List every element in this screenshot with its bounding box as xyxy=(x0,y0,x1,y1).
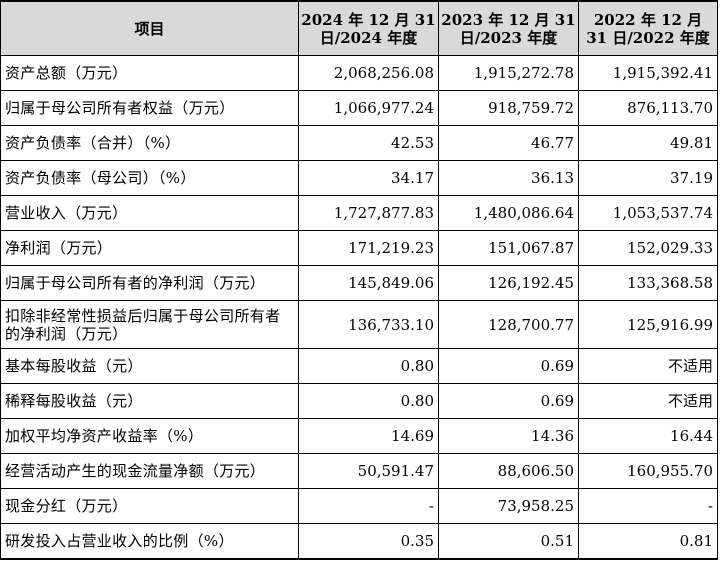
cell-2022: 0.81 xyxy=(578,523,718,560)
row-label: 现金分红（万元） xyxy=(0,488,299,524)
row-label: 扣除非经常性损益后归属于母公司所有者的净利润（万元） xyxy=(0,300,299,349)
header-year-2024: 2024 年 12 月 31 日/2024 年度 xyxy=(298,0,439,56)
table-row: 经营活动产生的现金流量净额（万元） 50,591.47 88,606.50 16… xyxy=(0,453,718,489)
cell-2022: 125,916.99 xyxy=(578,300,718,349)
table-header-row: 项目 2024 年 12 月 31 日/2024 年度 2023 年 12 月 … xyxy=(0,0,718,56)
header-year-2023: 2023 年 12 月 31 日/2023 年度 xyxy=(438,0,579,56)
table-row: 研发投入占营业收入的比例（%） 0.35 0.51 0.81 xyxy=(0,523,718,560)
cell-2023: 126,192.45 xyxy=(438,265,579,301)
cell-2022: 不适用 xyxy=(578,383,718,419)
cell-2024: 145,849.06 xyxy=(298,265,439,301)
cell-2022: 160,955.70 xyxy=(578,453,718,489)
cell-2022: 876,113.70 xyxy=(578,90,718,126)
cell-2022: 16.44 xyxy=(578,418,718,454)
cell-2022: 不适用 xyxy=(578,348,718,384)
cell-2022: 37.19 xyxy=(578,160,718,196)
header-item: 项目 xyxy=(0,0,299,56)
table-row: 基本每股收益（元） 0.80 0.69 不适用 xyxy=(0,348,718,384)
cell-2023: 128,700.77 xyxy=(438,300,579,349)
row-label: 资产负债率（母公司）（%） xyxy=(0,160,299,196)
table-row: 加权平均净资产收益率（%） 14.69 14.36 16.44 xyxy=(0,418,718,454)
cell-2023: 0.69 xyxy=(438,348,579,384)
cell-2022: - xyxy=(578,488,718,524)
table-row: 资产负债率（合并）（%） 42.53 46.77 49.81 xyxy=(0,125,718,161)
cell-2023: 36.13 xyxy=(438,160,579,196)
cell-2022: 1,915,392.41 xyxy=(578,55,718,91)
table-row: 净利润（万元） 171,219.23 151,067.87 152,029.33 xyxy=(0,230,718,266)
row-label: 经营活动产生的现金流量净额（万元） xyxy=(0,453,299,489)
cell-2024: 1,727,877.83 xyxy=(298,195,439,231)
table-row: 归属于母公司所有者的净利润（万元） 145,849.06 126,192.45 … xyxy=(0,265,718,301)
table-row: 资产负债率（母公司）（%） 34.17 36.13 37.19 xyxy=(0,160,718,196)
cell-2024: 171,219.23 xyxy=(298,230,439,266)
row-label: 研发投入占营业收入的比例（%） xyxy=(0,523,299,560)
cell-2023: 151,067.87 xyxy=(438,230,579,266)
table-row: 稀释每股收益（元） 0.80 0.69 不适用 xyxy=(0,383,718,419)
row-label: 归属于母公司所有者的净利润（万元） xyxy=(0,265,299,301)
cell-2023: 0.69 xyxy=(438,383,579,419)
table-row: 营业收入（万元） 1,727,877.83 1,480,086.64 1,053… xyxy=(0,195,718,231)
row-label: 净利润（万元） xyxy=(0,230,299,266)
cell-2023: 73,958.25 xyxy=(438,488,579,524)
cell-2023: 0.51 xyxy=(438,523,579,560)
table-row: 现金分红（万元） - 73,958.25 - xyxy=(0,488,718,524)
table-row: 扣除非经常性损益后归属于母公司所有者的净利润（万元） 136,733.10 12… xyxy=(0,300,718,349)
row-label: 稀释每股收益（元） xyxy=(0,383,299,419)
cell-2024: 42.53 xyxy=(298,125,439,161)
row-label: 资产负债率（合并）（%） xyxy=(0,125,299,161)
cell-2024: 0.35 xyxy=(298,523,439,560)
row-label: 加权平均净资产收益率（%） xyxy=(0,418,299,454)
cell-2022: 133,368.58 xyxy=(578,265,718,301)
cell-2024: 1,066,977.24 xyxy=(298,90,439,126)
cell-2023: 14.36 xyxy=(438,418,579,454)
cell-2023: 46.77 xyxy=(438,125,579,161)
header-year-2022: 2022 年 12 月 31 日/2022 年度 xyxy=(578,0,718,56)
cell-2023: 1,915,272.78 xyxy=(438,55,579,91)
row-label: 基本每股收益（元） xyxy=(0,348,299,384)
cell-2024: - xyxy=(298,488,439,524)
cell-2024: 0.80 xyxy=(298,348,439,384)
cell-2023: 918,759.72 xyxy=(438,90,579,126)
row-label: 营业收入（万元） xyxy=(0,195,299,231)
table-row: 归属于母公司所有者权益（万元） 1,066,977.24 918,759.72 … xyxy=(0,90,718,126)
row-label: 资产总额（万元） xyxy=(0,55,299,91)
cell-2024: 50,591.47 xyxy=(298,453,439,489)
row-label: 归属于母公司所有者权益（万元） xyxy=(0,90,299,126)
table-row: 资产总额（万元） 2,068,256.08 1,915,272.78 1,915… xyxy=(0,55,718,91)
cell-2024: 34.17 xyxy=(298,160,439,196)
cell-2024: 136,733.10 xyxy=(298,300,439,349)
cell-2022: 1,053,537.74 xyxy=(578,195,718,231)
cell-2022: 152,029.33 xyxy=(578,230,718,266)
cell-2023: 88,606.50 xyxy=(438,453,579,489)
cell-2022: 49.81 xyxy=(578,125,718,161)
cell-2024: 14.69 xyxy=(298,418,439,454)
cell-2024: 2,068,256.08 xyxy=(298,55,439,91)
cell-2023: 1,480,086.64 xyxy=(438,195,579,231)
cell-2024: 0.80 xyxy=(298,383,439,419)
